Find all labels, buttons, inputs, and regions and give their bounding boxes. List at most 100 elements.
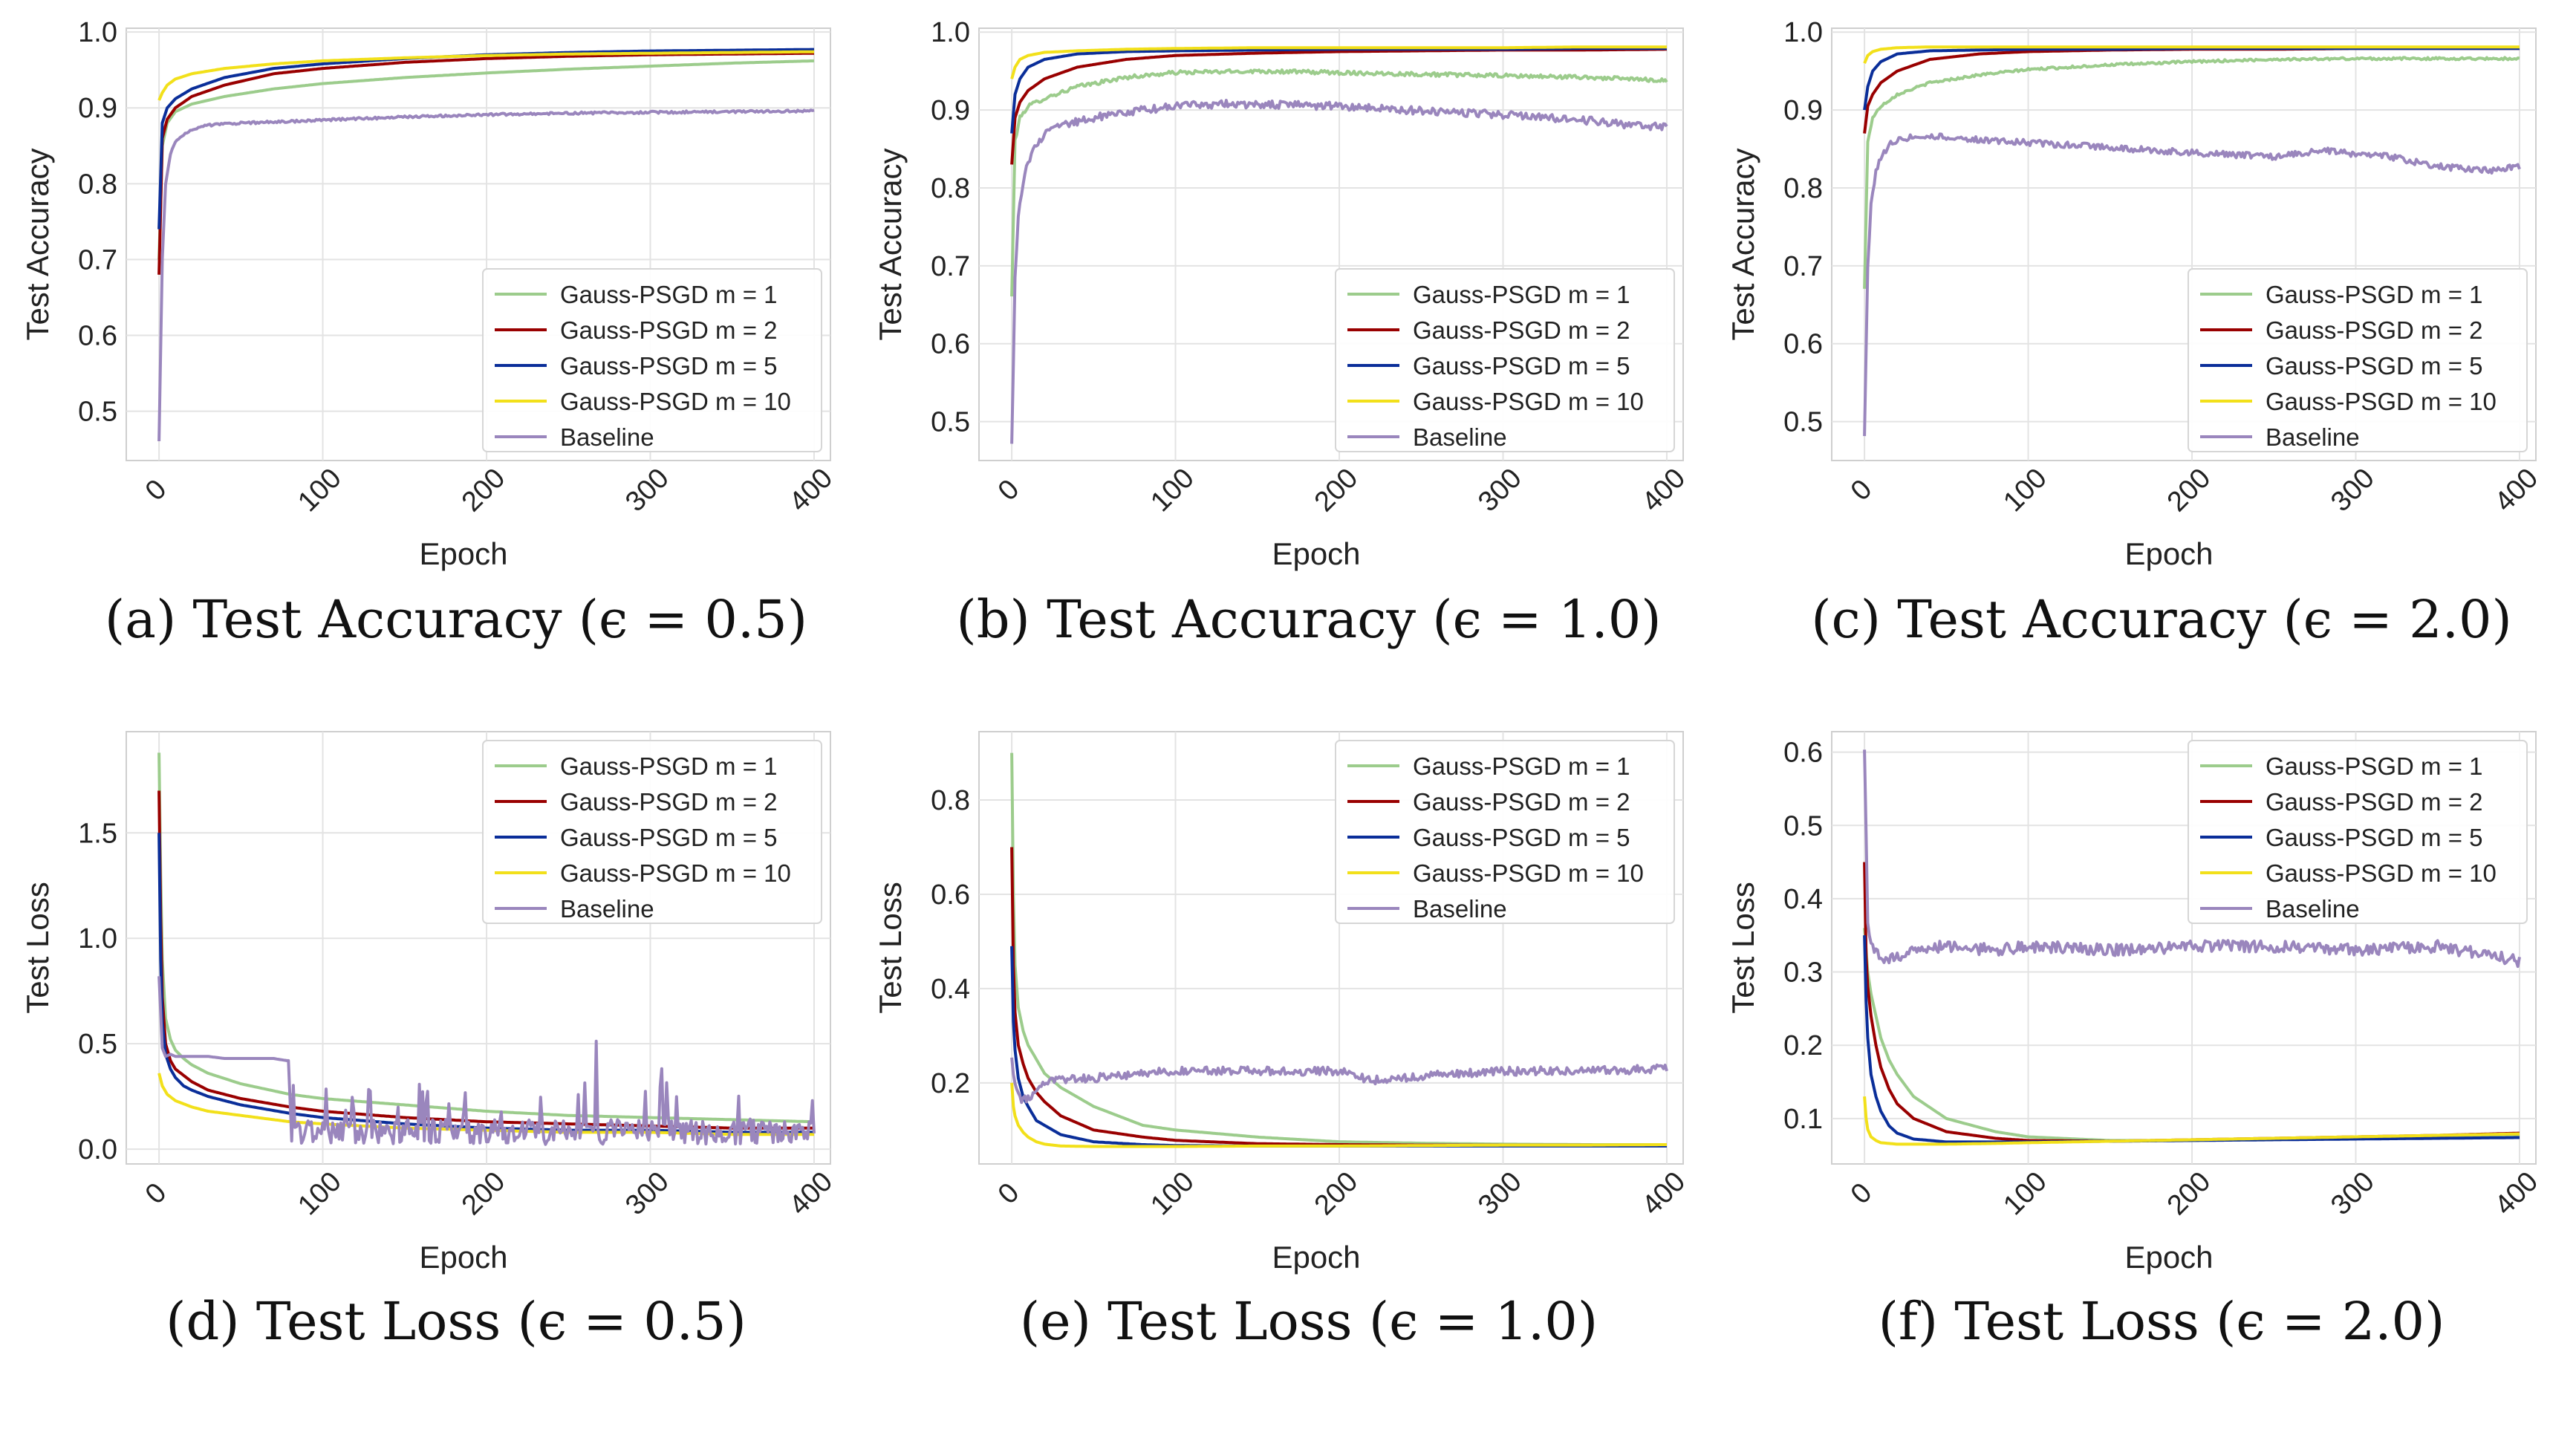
x-tick-label: 0 <box>992 1177 1026 1211</box>
legend-label: Gauss-PSGD m = 10 <box>2266 859 2497 887</box>
legend: Gauss-PSGD m = 1 Gauss-PSGD m = 2 Gauss-PS… <box>482 740 822 924</box>
y-tick-label: 0.6 <box>931 329 970 360</box>
y-tick-label: 0.5 <box>78 1029 117 1060</box>
chart-e: 0 100 200 300 400 0.2 0.4 0.6 0.8 Epoch Test Loss G… <box>873 731 1691 1352</box>
x-tick-label: 100 <box>1997 463 2053 518</box>
series-line-baseline <box>1010 1057 1668 1105</box>
legend-label: Gauss-PSGD m = 5 <box>1413 352 1630 380</box>
legend: Gauss-PSGD m = 1 Gauss-PSGD m = 2 Gauss-PS… <box>482 268 822 452</box>
legend-box <box>2188 740 2528 924</box>
y-tick-label: 1.0 <box>1783 17 1823 48</box>
legend-label: Gauss-PSGD m = 10 <box>1413 388 1644 415</box>
x-tick-label: 400 <box>2489 1166 2545 1222</box>
y-tick-label: 0.7 <box>78 244 117 276</box>
series-line-m5 <box>1863 47 2520 111</box>
series-line-m5 <box>1010 47 1667 134</box>
series-line-m1 <box>157 752 814 1124</box>
chart-f: 0 100 200 300 400 0.1 0.2 0.3 0.4 0.5 0.6 Epoch Test… <box>1726 731 2545 1352</box>
series-line-m10 <box>1863 45 2520 64</box>
series-group <box>157 752 816 1146</box>
legend-label: Gauss-PSGD m = 10 <box>2266 388 2497 415</box>
x-tick-label: 100 <box>1997 1166 2053 1222</box>
legend-label: Gauss-PSGD m = 5 <box>2266 352 2483 380</box>
x-tick-label: 300 <box>1472 463 1528 518</box>
x-tick-label: 100 <box>292 1166 348 1222</box>
y-tick-label: 0.2 <box>931 1068 970 1099</box>
x-tick-label: 400 <box>1636 463 1692 518</box>
y-tick-label: 0.0 <box>78 1134 117 1165</box>
legend-label: Gauss-PSGD m = 1 <box>2266 752 2483 780</box>
legend-label: Gauss-PSGD m = 1 <box>560 752 778 780</box>
series-line-m10 <box>1010 1082 1667 1148</box>
x-tick-label: 0 <box>140 1177 173 1211</box>
legend: Gauss-PSGD m = 1 Gauss-PSGD m = 2 Gauss-PS… <box>2188 740 2528 924</box>
y-tick-label: 0.6 <box>1783 329 1823 360</box>
y-axis-label: Test Accuracy <box>1726 148 1760 340</box>
subfigure-caption: (d) Test Loss (ϵ = 0.5) <box>166 1291 747 1352</box>
legend-label: Gauss-PSGD m = 5 <box>560 824 778 851</box>
legend-label: Gauss-PSGD m = 2 <box>560 316 778 344</box>
x-tick-label: 200 <box>2162 463 2217 518</box>
legend-box <box>1335 740 1675 924</box>
legend-label: Baseline <box>560 895 654 923</box>
legend-label: Gauss-PSGD m = 10 <box>560 859 791 887</box>
series-line-baseline <box>157 976 816 1146</box>
x-tick-label: 0 <box>992 474 1026 507</box>
series-group <box>157 48 815 442</box>
y-tick-label: 0.5 <box>1783 407 1823 438</box>
y-tick-label: 0.3 <box>1783 957 1823 989</box>
x-tick-label: 200 <box>2162 1166 2217 1222</box>
y-tick-label: 0.8 <box>78 169 117 200</box>
series-line-m2 <box>157 51 814 275</box>
chart-b: 0 100 200 300 400 0.5 0.6 0.7 0.8 0.9 1.0 Epoch Test… <box>873 17 1691 650</box>
x-axis-label: Epoch <box>2124 1240 2213 1275</box>
legend-label: Gauss-PSGD m = 1 <box>2266 281 2483 308</box>
y-axis-label: Test Loss <box>1726 882 1760 1013</box>
legend-label: Baseline <box>2266 423 2360 451</box>
legend-label: Gauss-PSGD m = 5 <box>1413 824 1630 851</box>
legend-label: Gauss-PSGD m = 2 <box>560 788 778 816</box>
subfigure-caption: (f) Test Loss (ϵ = 2.0) <box>1879 1291 2445 1352</box>
x-tick-label: 400 <box>784 463 839 518</box>
legend-label: Gauss-PSGD m = 2 <box>2266 316 2483 344</box>
series-line-m10 <box>1863 1096 2520 1146</box>
x-tick-label: 200 <box>1309 1166 1365 1222</box>
legend-box <box>482 740 822 924</box>
legend-label: Gauss-PSGD m = 1 <box>560 281 778 308</box>
series-line-baseline <box>1863 132 2521 437</box>
y-tick-label: 0.7 <box>1783 251 1823 282</box>
legend: Gauss-PSGD m = 1 Gauss-PSGD m = 2 Gauss-PS… <box>2188 268 2528 452</box>
y-tick-label: 1.0 <box>931 17 970 48</box>
x-tick-label: 100 <box>1145 463 1200 518</box>
legend-label: Gauss-PSGD m = 1 <box>1413 281 1630 308</box>
y-tick-label: 0.5 <box>931 407 970 438</box>
y-tick-label: 0.4 <box>1783 884 1823 915</box>
series-line-m1 <box>157 59 815 260</box>
x-tick-label: 200 <box>1309 463 1365 518</box>
legend: Gauss-PSGD m = 1 Gauss-PSGD m = 2 Gauss-PS… <box>1335 740 1675 924</box>
series-line-m10 <box>1010 45 1667 79</box>
y-tick-label: 0.8 <box>931 173 970 204</box>
x-tick-label: 100 <box>1145 1166 1200 1222</box>
y-tick-label: 0.7 <box>931 251 970 282</box>
x-tick-label: 0 <box>1845 1177 1879 1211</box>
series-group <box>1863 749 2521 1146</box>
y-tick-label: 0.9 <box>78 93 117 124</box>
y-tick-label: 0.2 <box>1783 1030 1823 1061</box>
y-axis-label: Test Accuracy <box>873 148 908 340</box>
subfigure-caption: (c) Test Accuracy (ϵ = 2.0) <box>1811 589 2512 650</box>
x-axis-label: Epoch <box>419 1240 507 1275</box>
subfigure-caption: (a) Test Accuracy (ϵ = 0.5) <box>105 589 807 650</box>
chart-d: 0 100 200 300 400 0.0 0.5 1.0 1.5 Epoch Test Loss G… <box>20 731 839 1352</box>
y-tick-label: 0.1 <box>1783 1104 1823 1135</box>
x-tick-label: 400 <box>2489 463 2545 518</box>
legend-box <box>482 268 822 452</box>
y-axis-label: Test Loss <box>20 882 55 1013</box>
y-axis-label: Test Loss <box>873 882 908 1013</box>
legend: Gauss-PSGD m = 1 Gauss-PSGD m = 2 Gauss-PS… <box>1335 268 1675 452</box>
chart-c: 0 100 200 300 400 0.5 0.6 0.7 0.8 0.9 1.0 Epoch Test… <box>1726 17 2544 650</box>
legend-label: Gauss-PSGD m = 10 <box>1413 859 1644 887</box>
legend-label: Gauss-PSGD m = 10 <box>560 388 791 415</box>
y-tick-label: 0.6 <box>1783 738 1823 769</box>
x-tick-label: 300 <box>619 463 675 518</box>
